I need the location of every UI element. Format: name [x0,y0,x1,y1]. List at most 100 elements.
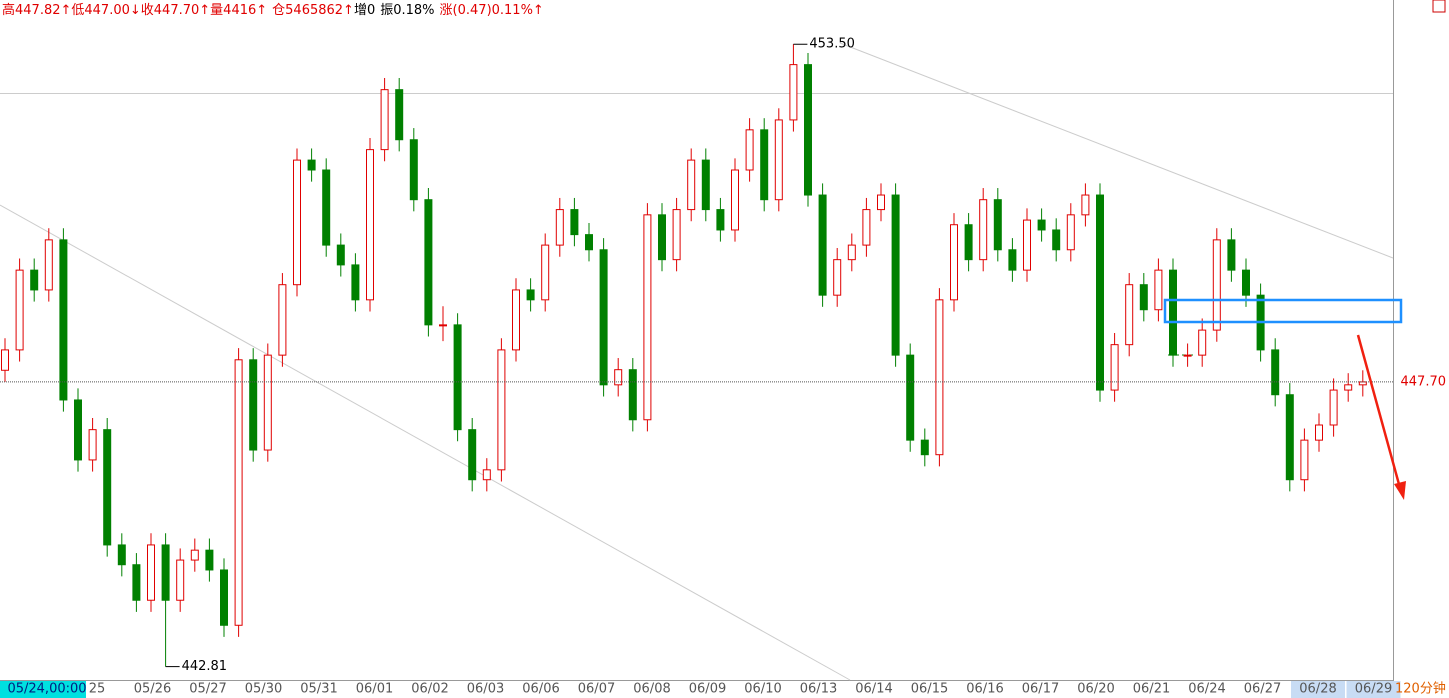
candle-body [1081,194,1090,216]
x-tick-label: 06/07 [578,682,615,697]
candle-body [862,209,871,246]
candle-body [804,64,812,196]
x-tick-label: 06/09 [689,682,726,697]
candle-body [205,549,214,571]
candle-body [526,289,535,301]
x-tick-label: 05/27 [189,682,226,697]
candle-body [1285,394,1294,481]
x-tick-label: 06/21 [1133,682,1170,697]
candle-body [585,234,593,251]
x-tick-label: 06/03 [467,682,504,697]
candle-body [716,209,725,231]
trend-line [839,42,1394,259]
candle-body [950,224,958,301]
x-label-highlight [0,681,86,698]
x-tick-label: 06/24 [1188,682,1225,697]
candle-body [59,239,68,401]
candle-body [190,549,199,561]
header-item: 仓5465862↑ [272,3,354,18]
candle-body [1329,389,1338,426]
x-tick-label: 06/13 [800,682,837,697]
candle-body [249,359,258,451]
candle-body [1096,194,1104,391]
window-icon[interactable] [1432,0,1446,13]
candle-body [643,214,652,421]
header-item: 低447.00↓ [71,3,140,18]
candle-body [1227,239,1236,271]
candle-body [1037,219,1046,231]
candle-body [307,159,316,171]
candle-body [409,139,418,201]
candle-body [293,159,301,286]
x-tick-label: 06/10 [744,682,781,697]
candle-body [1139,284,1148,311]
candle-body [1110,344,1119,391]
x-tick-label: 06/29 [1355,682,1392,697]
candle-body [891,194,900,356]
x-tick-label: 06/20 [1077,682,1114,697]
candle-body [336,244,345,266]
candle-body [512,289,520,351]
candle-body [570,209,579,236]
candle-body [453,324,462,431]
candle-body [424,199,433,326]
candle-body [1169,269,1177,356]
candle-body [88,429,97,461]
candle-body [366,149,374,301]
candle-body [482,469,491,481]
candle-body [74,399,82,461]
candle-body [1183,354,1192,357]
candle-body [322,169,331,246]
candle-body [993,199,1002,251]
last-price-label: 447.70 [1401,374,1447,389]
candle-body [658,214,666,261]
x-tick-label: 05/30 [245,682,282,697]
header-quote: 高447.82↑低447.00↓收447.70↑量4416↑ 仓5465862↑增… [2,2,544,18]
candle-body [117,544,126,566]
x-tick-label: 06/17 [1022,682,1059,697]
x-tick-label: 06/27 [1244,682,1281,697]
candle-body [731,169,739,231]
x-tick-label: 06/02 [411,682,448,697]
x-label-highlight [1291,681,1345,698]
header-item: 增0 [354,3,375,18]
candle-body [15,269,24,351]
candle-body [1154,269,1163,311]
candle-body [789,64,798,121]
candle-body [1066,214,1075,251]
x-tick-label: 06/06 [522,682,559,697]
candle-body [1271,349,1280,396]
candle-body [1212,239,1221,331]
candle-body [833,259,842,296]
x-tick-label: 05/31 [300,682,337,697]
x-tick-label: 06/01 [356,682,393,697]
x-tick-label: 06/08 [633,682,670,697]
x-tick-label: 05/26 [134,682,171,697]
candle-body [760,129,769,201]
candle-body [847,244,856,261]
candle-body [599,249,608,386]
candle-body [541,244,550,301]
candle-body [1052,229,1061,251]
candle-body [745,129,754,171]
candle-body [220,569,228,626]
header-item: 振0.18% [380,3,434,18]
candle-body [1125,284,1134,346]
header-item: 高447.82↑ [2,2,71,18]
arrow-shaft [1356,334,1402,489]
candle-body [687,159,696,211]
candle-body [1,349,9,371]
candle-body [935,299,944,456]
candle-body [1023,219,1031,271]
header-item: 量4416↑ [210,3,267,18]
candle-body [176,559,185,601]
candle-body [906,354,915,441]
header-item: 收447.70↑ [141,3,210,18]
candle-body [234,359,243,626]
candle-body [1315,424,1323,441]
candle-body [497,349,506,471]
highlight-box [1163,298,1403,324]
candle-body [161,544,170,601]
